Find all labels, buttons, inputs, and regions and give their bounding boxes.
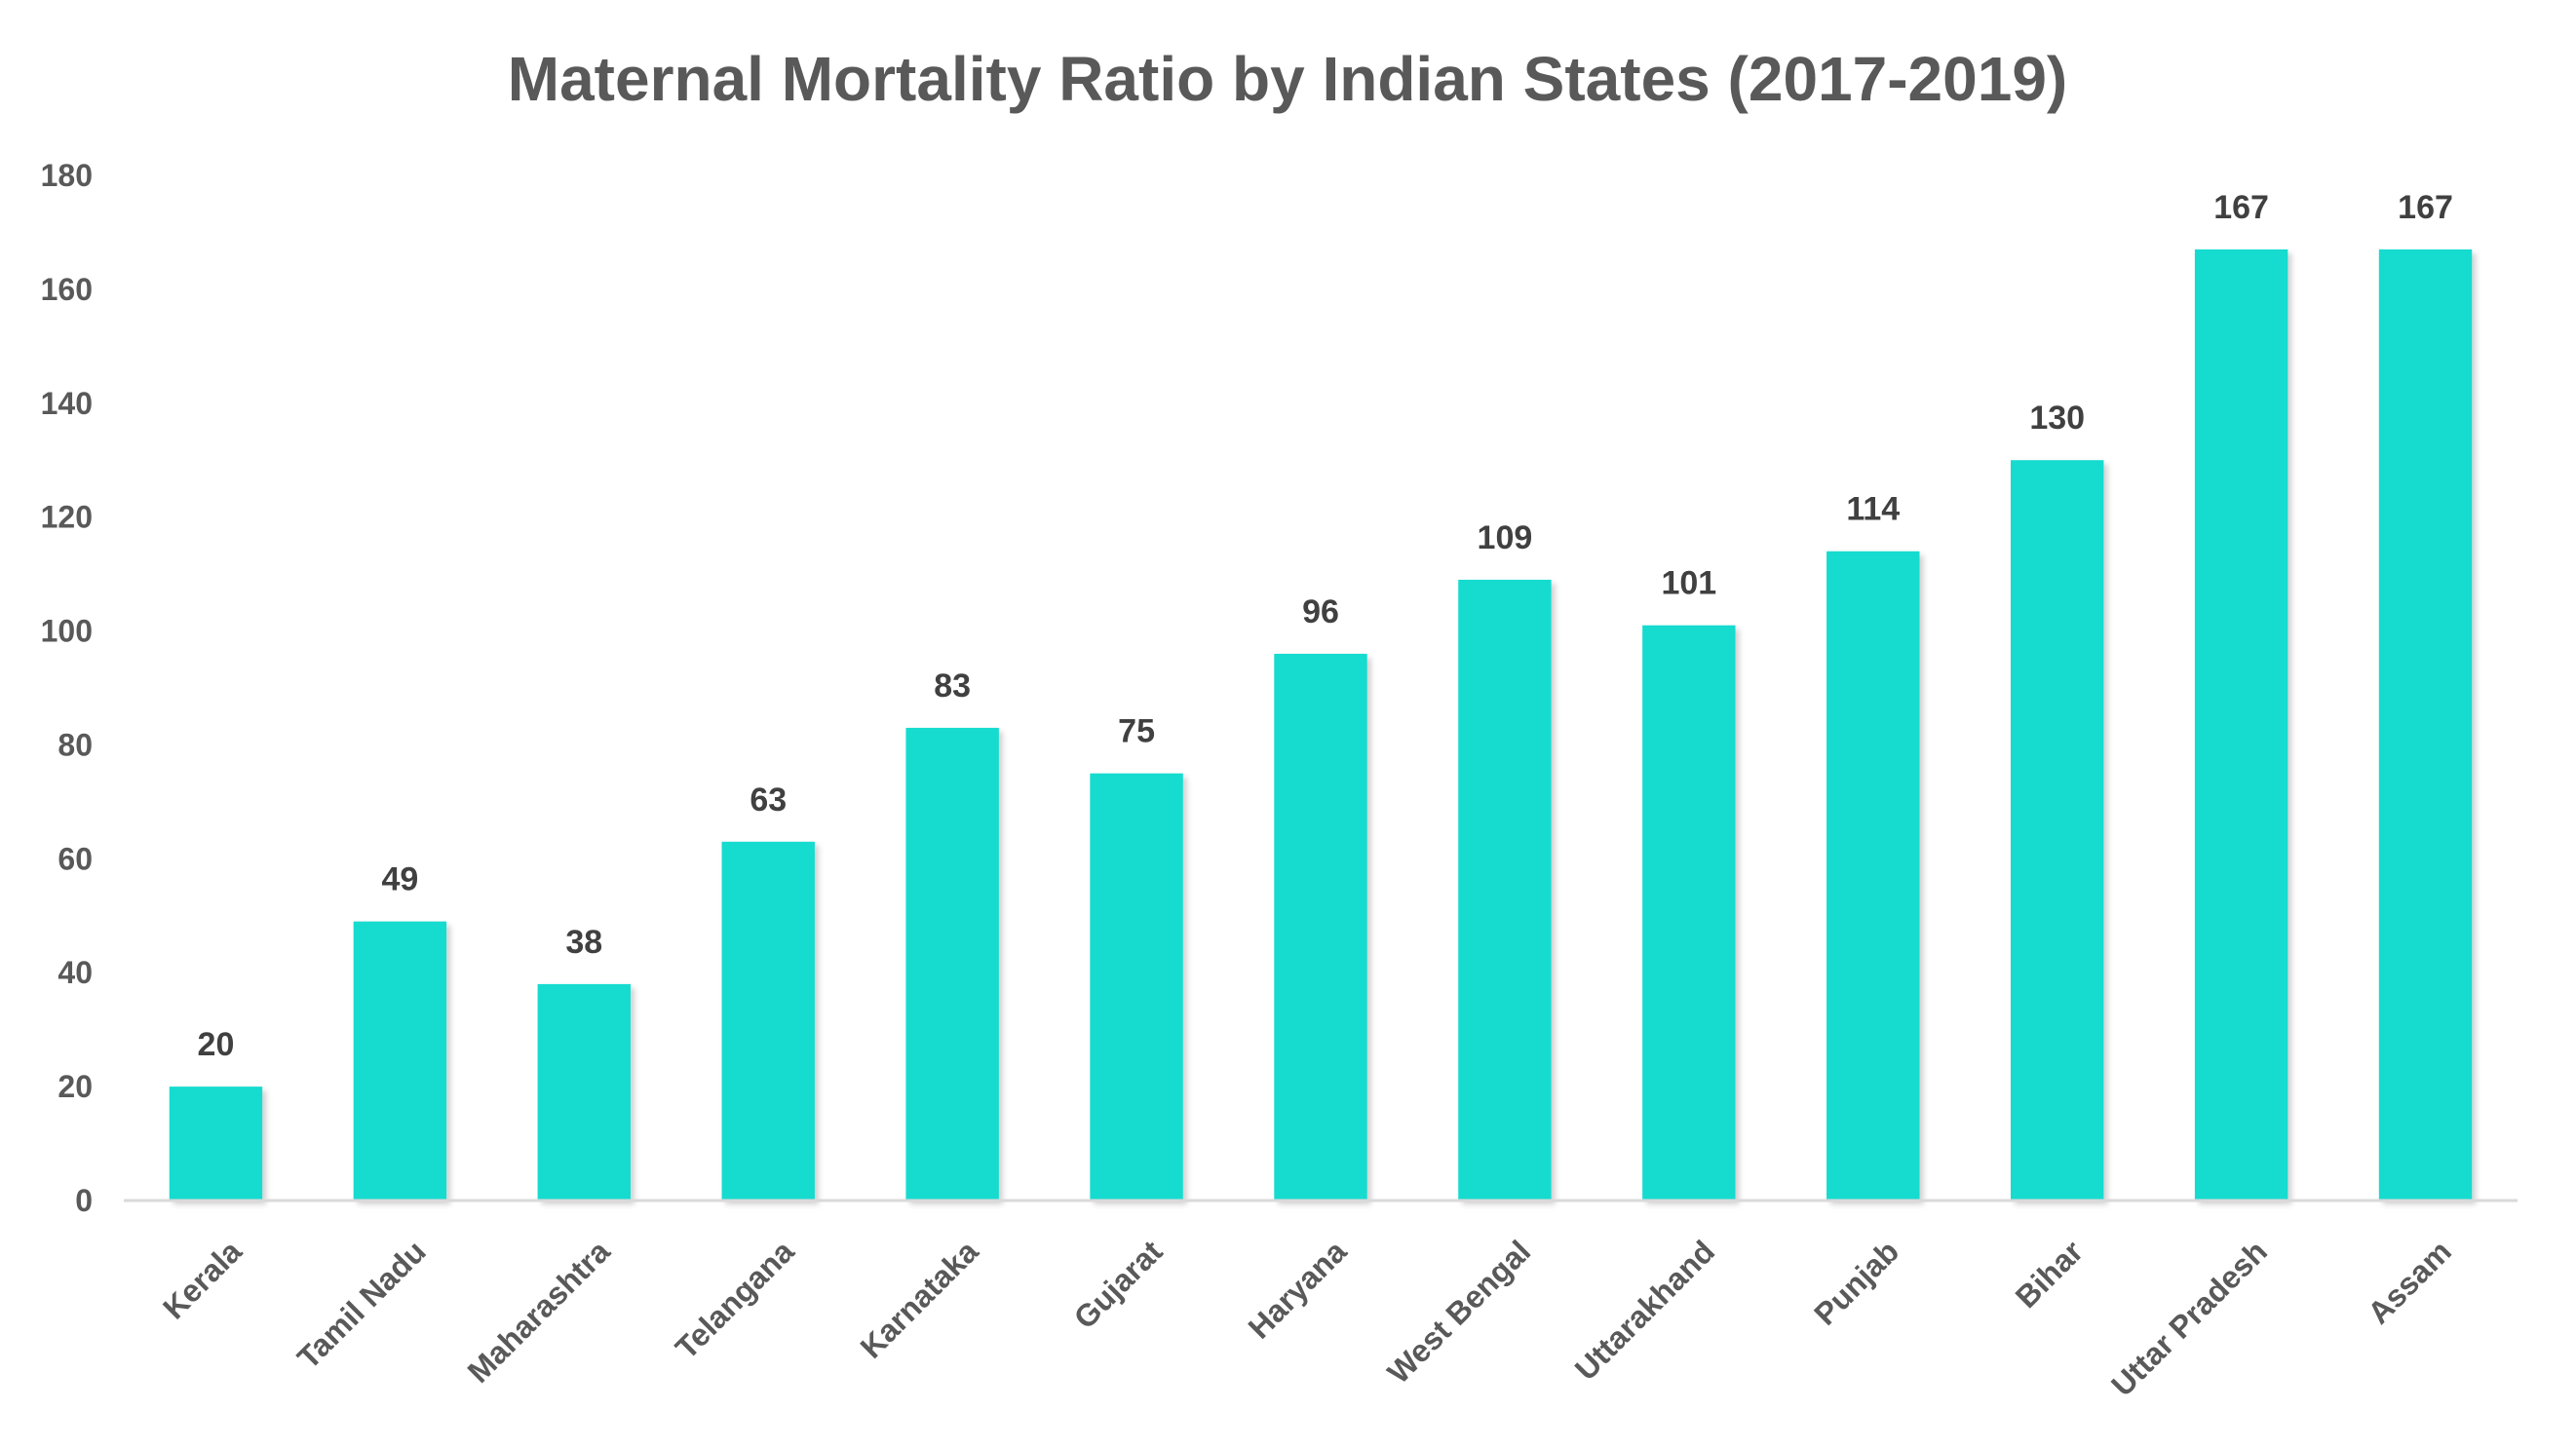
bar-value-label: 38 [565,924,602,961]
x-category-label: Bihar [2009,1234,2090,1315]
x-category-label: Assam [2361,1234,2458,1331]
y-tick-label: 40 [58,955,93,990]
x-category-label: Gujarat [1067,1234,1170,1336]
x-category-label: Uttar Pradesh [2104,1234,2274,1403]
y-tick-label: 180 [41,158,93,193]
y-tick-label: 120 [41,500,93,535]
bar [1826,551,1920,1201]
bar-value-label: 114 [1846,491,1900,528]
x-category-label: Haryana [1242,1234,1354,1346]
x-category-label: Karnataka [854,1234,985,1365]
x-category-label: Telangana [669,1234,801,1366]
bar [721,841,815,1201]
bar [353,921,447,1201]
bar-value-label: 101 [1661,565,1716,602]
bar [2378,248,2473,1201]
y-tick-label: 140 [41,386,93,421]
bar-value-label: 167 [2398,189,2453,226]
bar [537,983,632,1201]
y-tick-label: 100 [41,614,93,649]
bar-value-label: 75 [1118,713,1155,750]
bar [1274,653,1367,1201]
bar-value-label: 130 [2029,400,2085,437]
y-tick-label: 160 [41,272,93,307]
bar [1458,579,1552,1201]
bar-value-label: 109 [1478,519,1533,556]
y-tick-label: 60 [58,841,93,876]
bar-value-label: 20 [198,1026,235,1063]
bar-value-label: 49 [381,861,418,898]
x-category-label: West Bengal [1380,1234,1537,1391]
bar [1090,773,1183,1201]
y-tick-label: 20 [58,1069,93,1104]
data-labels-group: 20 49 38 63 83 75 96 109 101 114 130 167 167 [198,189,2453,1063]
x-category-label: Maharashtra [461,1234,617,1390]
y-axis-tick-labels: 0 20 40 60 80 100 120 140 160 180 [41,158,93,1218]
bar-value-label: 96 [1302,593,1339,630]
x-category-label: Tamil Nadu [290,1234,433,1376]
x-axis-category-labels: Kerala Tamil Nadu Maharashtra Telangana Karn… [156,1234,2458,1403]
bar-value-label: 83 [934,667,971,705]
y-tick-label: 80 [58,727,93,762]
x-category-label: Uttarakhand [1568,1234,1721,1387]
bar-value-label: 167 [2213,189,2269,226]
bar [905,727,999,1201]
bars-group [169,248,2473,1201]
bar [2194,248,2288,1201]
y-tick-label: 0 [75,1183,93,1218]
x-category-label: Kerala [156,1234,249,1326]
bar [1642,625,1736,1201]
chart-title: Maternal Mortality Ratio by Indian State… [508,44,2067,114]
bar-value-label: 63 [750,782,787,819]
bar [169,1087,263,1201]
bar [2010,460,2104,1201]
x-category-label: Punjab [1807,1234,1905,1332]
